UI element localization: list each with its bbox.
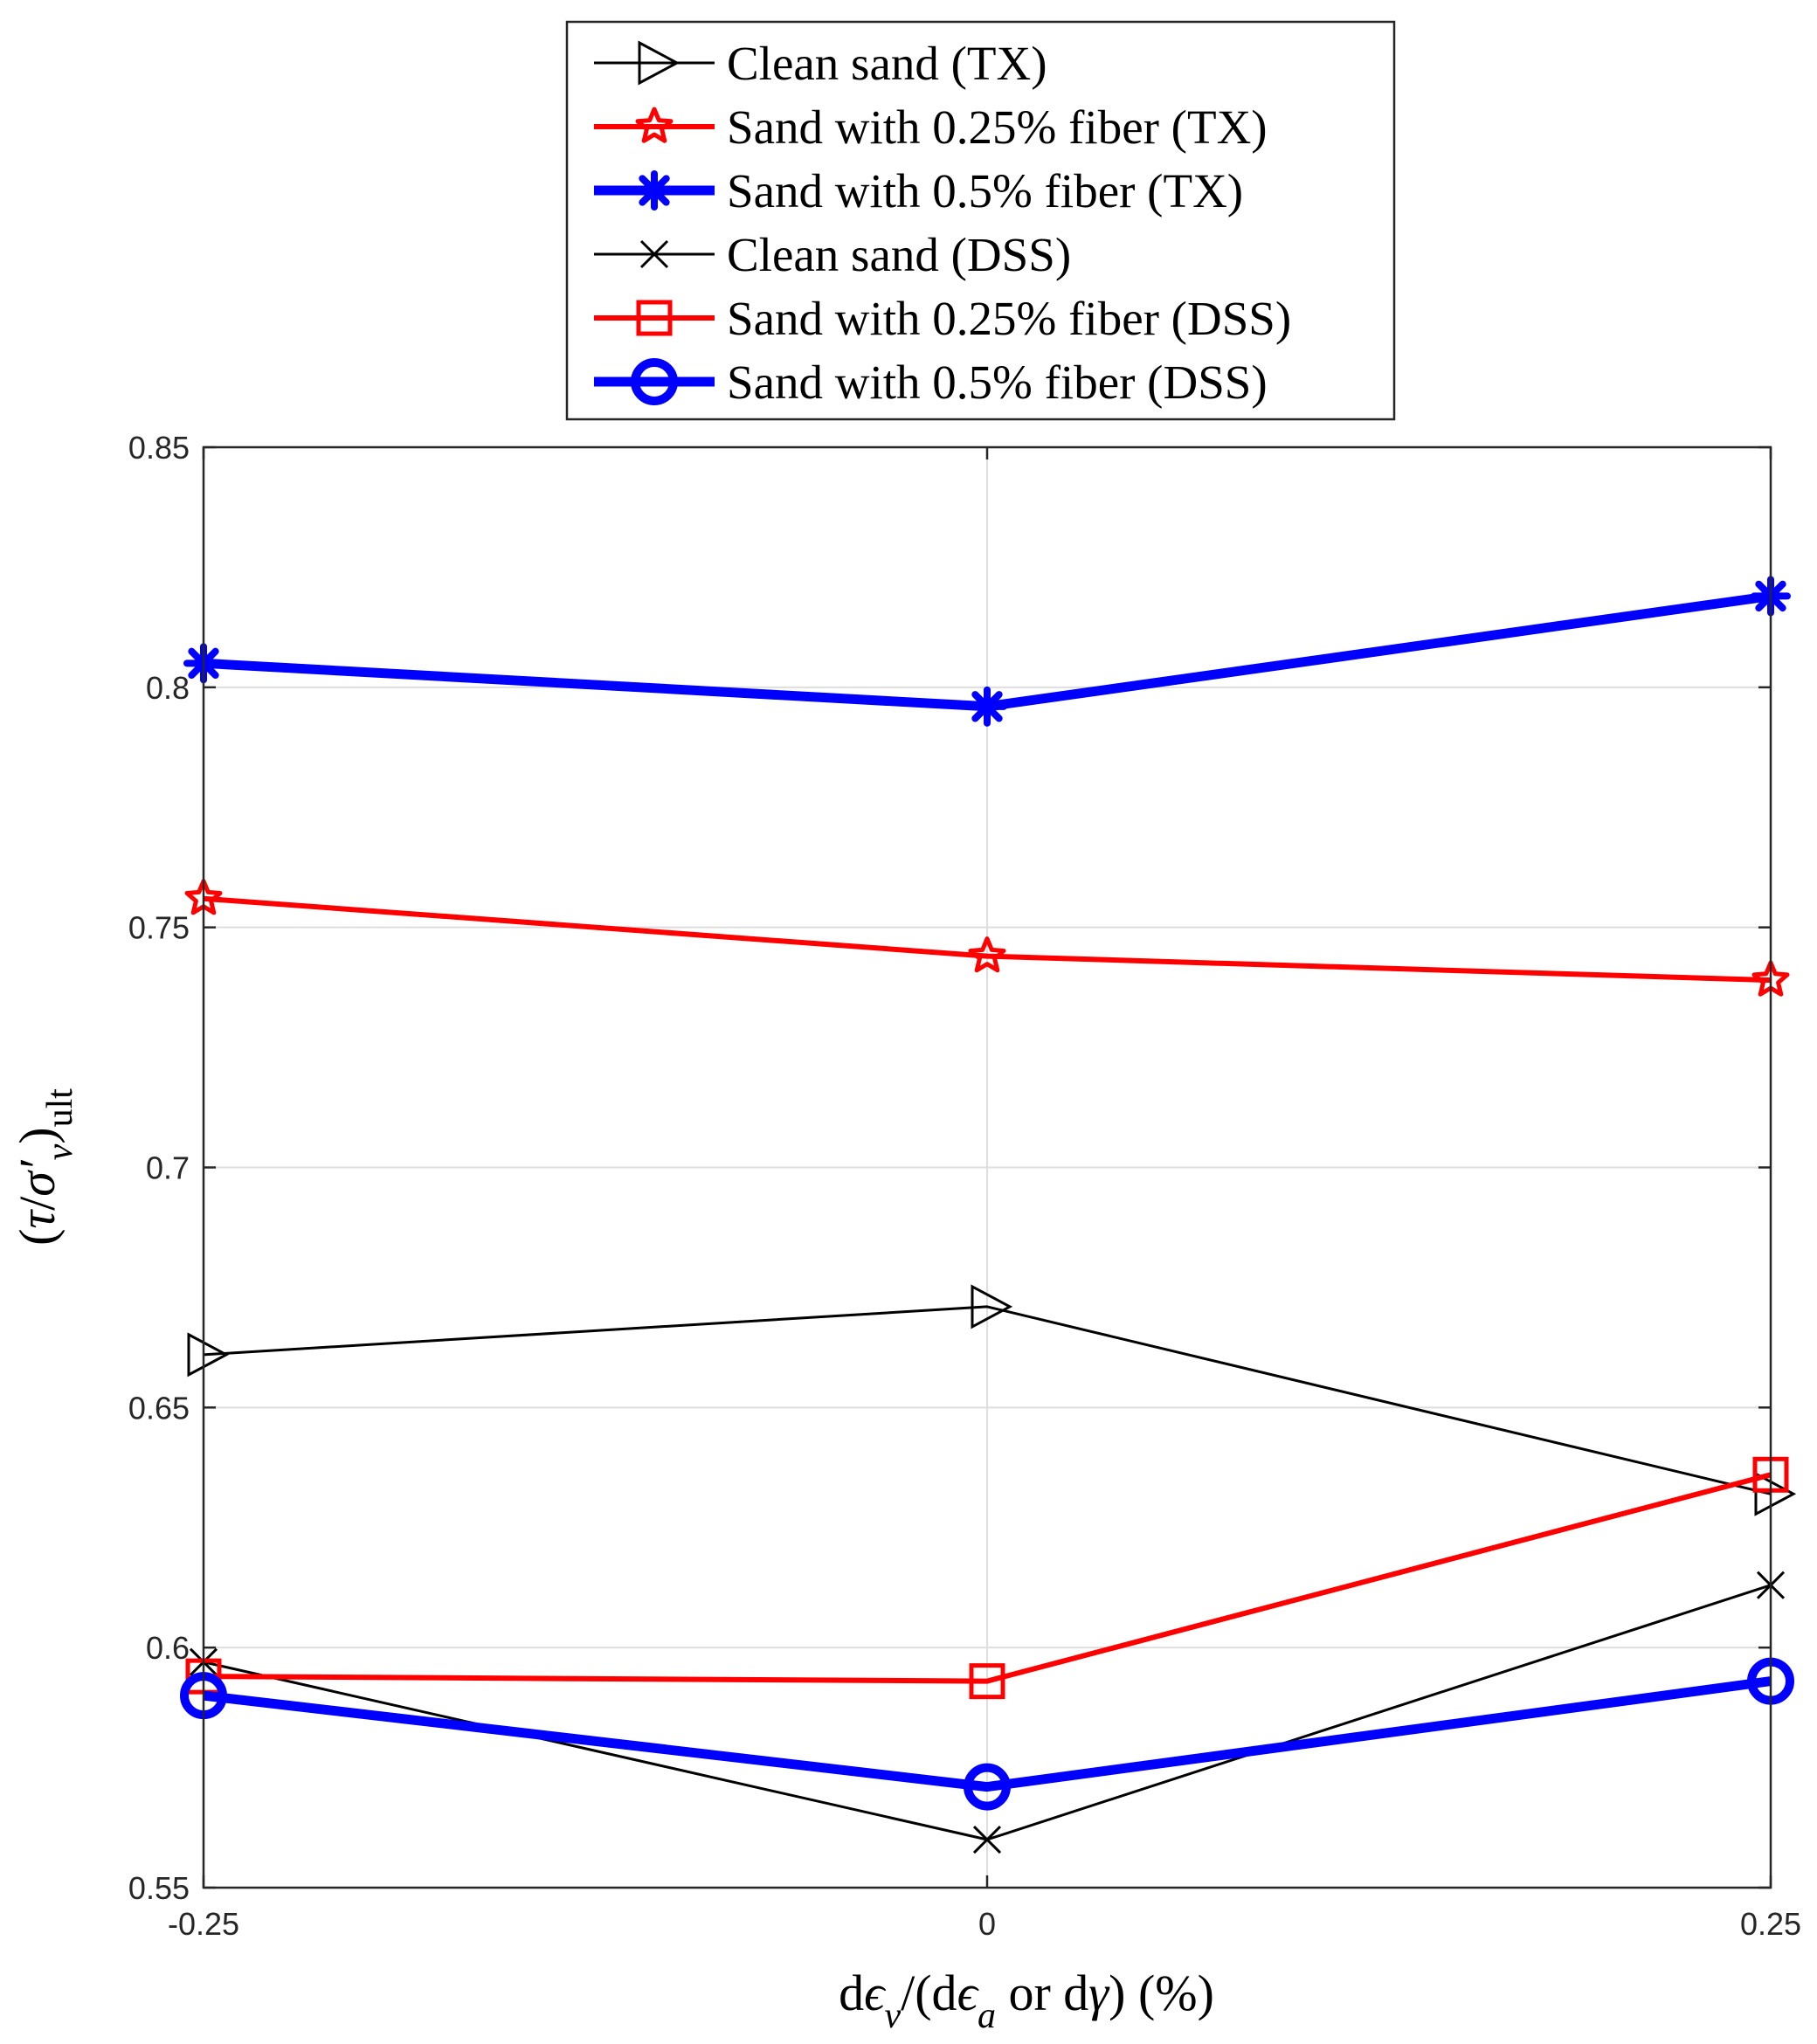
legend-swatch-marker — [634, 170, 674, 211]
legend-entry: Sand with 0.25% fiber (DSS) — [594, 292, 1291, 345]
data-point — [972, 1825, 1002, 1854]
y-tick-label: 0.85 — [128, 430, 190, 466]
series-line — [203, 1676, 1772, 1792]
y-tick-label: 0.6 — [146, 1630, 190, 1666]
y-tick-label: 0.75 — [128, 910, 190, 946]
series-line — [203, 1305, 1772, 1495]
legend-box — [565, 20, 1396, 421]
x-axis-label: dϵv/(dϵa or dγ) (%) — [839, 1965, 1214, 2036]
ticks: 0.55 0.6 0.65 0.7 0.75 0.8 0.85 -0.25 0 0.25 — [128, 430, 1801, 1942]
series-line — [203, 895, 1772, 984]
series-1 — [187, 1284, 1797, 1516]
legend-entry: Sand with 0.5% fiber (DSS) — [594, 356, 1268, 409]
legend-swatch-marker — [636, 300, 673, 336]
x-tick-label: 0 — [978, 1906, 996, 1942]
legend-entry: Clean sand (DSS) — [594, 228, 1071, 281]
data-point — [969, 1663, 1005, 1700]
legend-label: Sand with 0.25% fiber (DSS) — [727, 292, 1291, 345]
data-point — [968, 936, 1006, 973]
data-point — [967, 686, 1007, 727]
legend: Clean sand (TX) Sand with 0.25% fiber (TX… — [565, 20, 1396, 421]
legend-label: Clean sand (DSS) — [727, 228, 1071, 281]
legend-swatch-marker — [631, 358, 678, 405]
data-point — [971, 1284, 1013, 1329]
legend-entry: Clean sand (TX) — [594, 37, 1047, 90]
y-tick-label: 0.8 — [146, 670, 190, 706]
legend-label: Clean sand (TX) — [727, 37, 1047, 90]
y-tick-label: 0.55 — [128, 1870, 190, 1906]
legend-swatch-marker — [635, 107, 674, 143]
y-tick-label: 0.7 — [146, 1150, 190, 1186]
data-point — [964, 1763, 1011, 1811]
legend-swatch-marker — [639, 239, 669, 269]
legend-label: Sand with 0.5% fiber (DSS) — [727, 356, 1268, 409]
data-point — [187, 1332, 230, 1378]
legend-entry: Sand with 0.5% fiber (TX) — [594, 164, 1243, 218]
y-axis-label: (τ/σ′v)ult — [9, 1088, 80, 1246]
legend-label: Sand with 0.5% fiber (TX) — [727, 164, 1243, 218]
legend-entry: Sand with 0.25% fiber (TX) — [594, 100, 1268, 154]
legend-swatch-marker — [638, 40, 681, 86]
y-tick-label: 0.65 — [128, 1390, 190, 1426]
legend-label: Sand with 0.25% fiber (TX) — [727, 100, 1268, 154]
data-point — [1754, 1471, 1797, 1516]
x-tick-label: -0.25 — [168, 1906, 239, 1942]
series-line — [203, 1472, 1772, 1684]
x-tick-label: 0.25 — [1740, 1906, 1801, 1942]
